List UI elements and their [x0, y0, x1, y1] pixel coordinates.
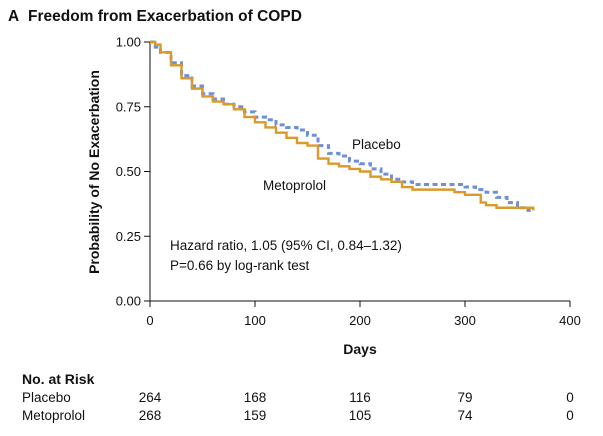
y-tick-label: 0.25: [116, 229, 141, 244]
x-tick-label: 400: [559, 313, 581, 328]
risk-value: 159: [244, 408, 267, 423]
risk-value: 74: [457, 408, 473, 423]
series-label-placebo: Placebo: [352, 137, 401, 152]
risk-value: 116: [349, 390, 371, 405]
risk-value: 105: [349, 408, 372, 423]
x-tick-label: 300: [454, 313, 476, 328]
x-axis-label: Days: [343, 341, 377, 357]
chart-title: Freedom from Exacerbation of COPD: [28, 8, 302, 25]
series-layer: [150, 40, 535, 212]
x-tick-label: 0: [146, 313, 153, 328]
risk-values: 264 168 116 79 0 268 159 105 74 0: [139, 390, 574, 423]
panel-label: A: [8, 8, 19, 25]
x-ticks: 0 100 200 300 400: [146, 301, 581, 328]
risk-value: 79: [457, 390, 472, 405]
series-line-metoprolol: [150, 40, 535, 211]
risk-table-title: No. at Risk: [22, 371, 95, 387]
risk-value: 264: [139, 390, 162, 405]
risk-value: 268: [139, 408, 162, 423]
y-axis-label: Probability of No Exacerbation: [86, 70, 102, 274]
hazard-ratio-annotation: Hazard ratio, 1.05 (95% CI, 0.84–1.32): [170, 238, 402, 253]
series-label-metoprolol: Metoprolol: [263, 178, 326, 193]
y-tick-label: 0.75: [116, 99, 141, 114]
series-line-placebo: [150, 40, 534, 212]
x-tick-label: 100: [244, 313, 266, 328]
risk-row-label-placebo: Placebo: [22, 390, 71, 405]
y-tick-label: 0.50: [116, 164, 141, 179]
risk-value: 0: [566, 408, 574, 423]
y-ticks: 0.00 0.25 0.50 0.75 1.00: [116, 35, 150, 309]
risk-value: 0: [566, 390, 574, 405]
y-tick-label: 1.00: [116, 35, 141, 50]
x-tick-label: 200: [349, 313, 371, 328]
risk-row-label-metoprolol: Metoprolol: [22, 408, 85, 423]
y-tick-label: 0.00: [116, 294, 141, 309]
risk-value: 168: [244, 390, 267, 405]
pvalue-annotation: P=0.66 by log-rank test: [170, 258, 309, 273]
